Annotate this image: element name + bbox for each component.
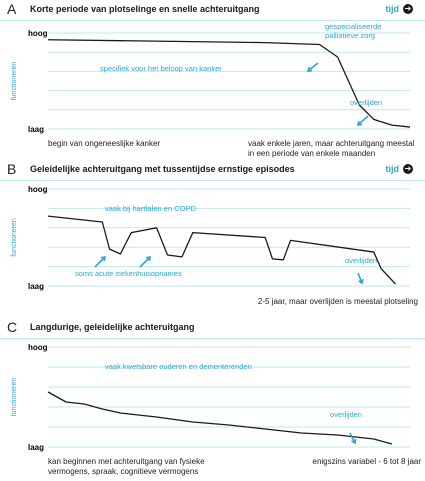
time-label: tijd [385,4,400,14]
chart-b: hoog laag functioneren vaak bij hartfalen e… [11,185,410,291]
series-line [47,215,396,285]
panel-letter: B [7,161,17,177]
y-high-label: hoog [28,343,48,352]
annotation-arrow [307,62,319,72]
caption-right: vaak enkele jaren, maar achteruitgang me… [248,139,415,158]
annotation-arrow [357,272,363,284]
panel-letter: C [7,319,18,335]
annotation: overlijden [345,256,377,265]
panel-c-header: C Langdurige, geleidelijke achteruitgang [0,318,425,339]
panel-a-header: A Korte periode van plotselinge en snell… [0,0,425,21]
panel-title: Langdurige, geleidelijke achteruitgang [30,322,195,332]
series-line [47,391,393,445]
panel-b-header: B Geleidelijke achteruitgang met tussent… [0,160,425,181]
chart-a: hoog laag functioneren specifiek voor het b… [11,22,411,134]
arrow-head [351,438,357,445]
caption-right: 2-5 jaar, maar overlijden is meestal plo… [257,297,418,306]
annotation-arrow [349,432,356,444]
time-label: tijd [385,164,400,174]
caption-left: begin van ongeneeslijke kanker [48,139,161,148]
annotation: palliatieve zorg [325,31,375,40]
panel-letter: A [7,1,17,17]
annotation: vaak bij hartfalen en COPD [105,204,196,213]
y-axis-label: functioneren [11,62,18,101]
y-low-label: laag [28,125,44,134]
annotation: vaak kwetsbare ouderen en dementerenden [105,362,252,371]
arrow-head [100,255,107,262]
panel-title: Geleidelijke achteruitgang met tussentij… [30,164,295,174]
y-high-label: hoog [28,185,48,194]
annotation: gespecialiseerde [325,22,381,31]
annotation-arrow [139,256,151,268]
y-low-label: laag [28,282,44,291]
annotation: overlijden [330,410,362,419]
annotation: soms acute ziekenhuisopnames [75,269,182,278]
arrow-head [306,66,313,72]
y-high-label: hoog [28,29,48,38]
arrow-head [356,120,363,126]
panel-title: Korte periode van plotselinge en snelle … [30,4,260,14]
caption-right: enigszins variabel - 6 tot 8 jaar [312,457,422,466]
y-low-label: laag [28,443,44,452]
annotation-arrow [94,256,106,268]
arrow-right-circle-icon: ➜ [403,164,413,174]
chart-c: hoog laag functioneren vaak kwetsbare ouder… [11,343,410,452]
arrow-right-circle-icon: ➜ [403,4,413,14]
y-axis-label: functioneren [11,378,18,417]
y-axis-label: functioneren [11,218,18,257]
annotation-arrow [357,115,369,126]
arrow-head [358,278,364,285]
annotation: overlijden [350,98,382,107]
caption-left: kan beginnen met achteruitgang van fysie… [48,457,205,476]
annotation: specifiek voor het beloop van kanker [100,64,222,73]
series-line [47,39,411,128]
arrow-head [145,255,152,262]
